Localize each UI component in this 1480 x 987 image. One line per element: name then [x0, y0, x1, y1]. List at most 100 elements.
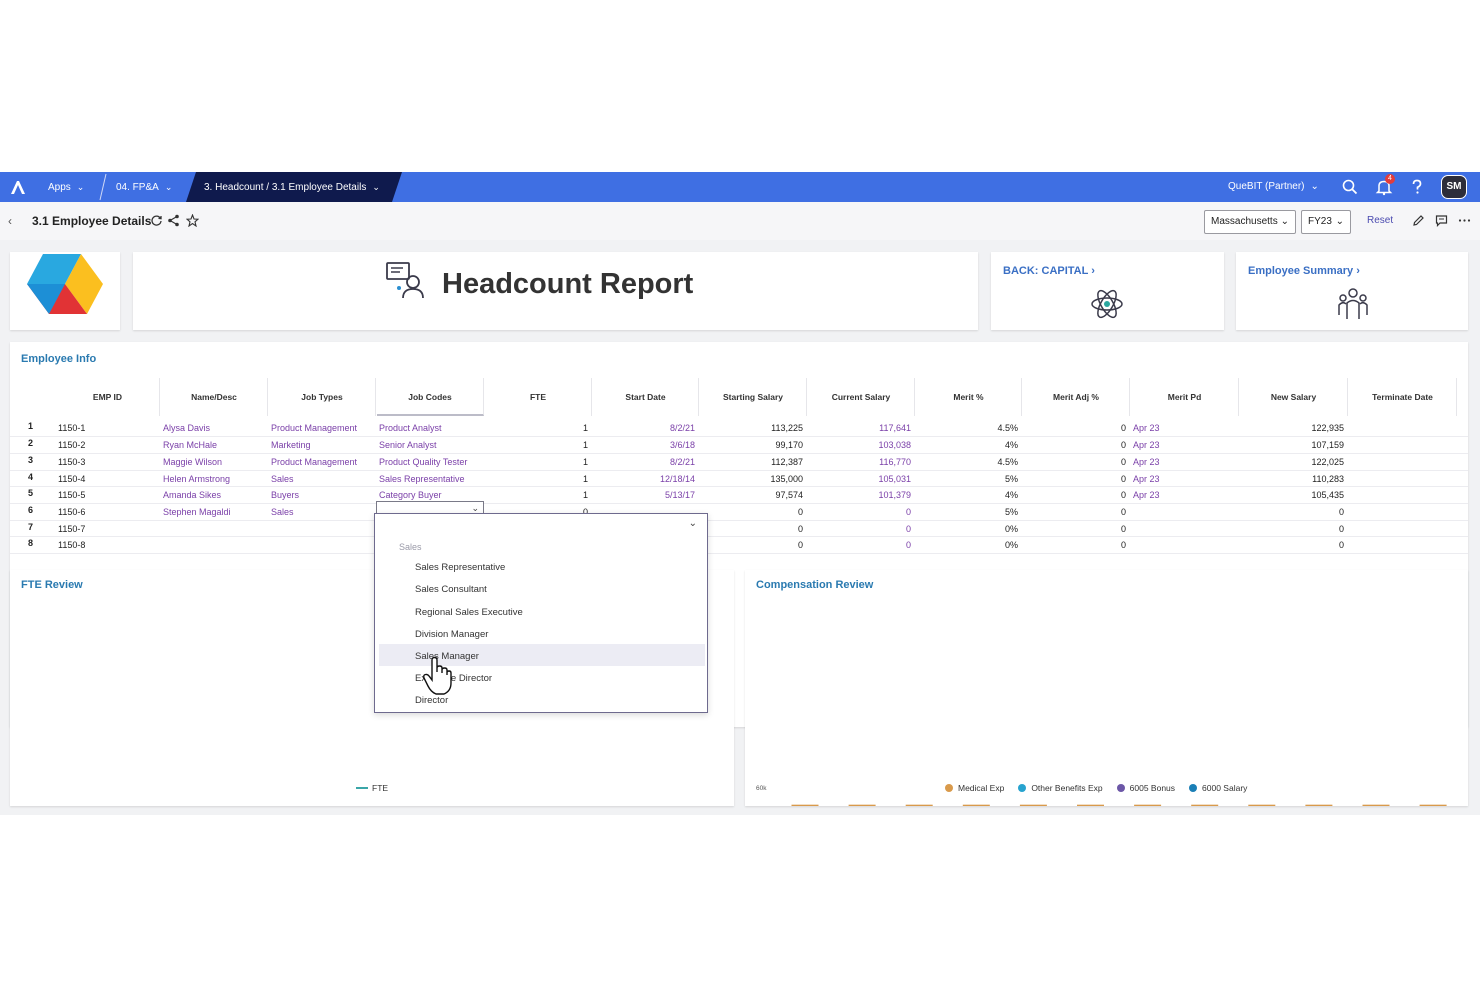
- pencil-icon[interactable]: [1412, 214, 1425, 227]
- table-cell-id[interactable]: 1150-6: [58, 507, 86, 517]
- column-header[interactable]: Start Date: [593, 378, 699, 416]
- table-cell-csal[interactable]: 0: [905, 540, 911, 550]
- more-icon[interactable]: [1458, 214, 1471, 227]
- table-cell-merit[interactable]: 4.5%: [997, 423, 1018, 433]
- legend-item[interactable]: Other Benefits Exp: [1018, 783, 1103, 793]
- dropdown-option[interactable]: Division Manager: [415, 629, 489, 640]
- table-cell-merit[interactable]: 4%: [1004, 490, 1018, 500]
- table-cell-type[interactable]: [271, 522, 372, 536]
- table-cell-type[interactable]: Sales: [271, 507, 294, 517]
- apps-menu[interactable]: Apps ⌄: [48, 172, 84, 202]
- table-cell-type[interactable]: Buyers: [271, 490, 300, 500]
- tenant-menu[interactable]: QueBIT (Partner) ⌄: [1228, 172, 1319, 202]
- comment-icon[interactable]: [1435, 214, 1448, 227]
- comp-bar-segment[interactable]: [1077, 804, 1104, 806]
- column-header[interactable]: Job Codes: [377, 378, 484, 416]
- dropdown-option[interactable]: Executive Director: [415, 673, 493, 684]
- table-cell-type[interactable]: Sales: [271, 474, 294, 484]
- table-cell-id[interactable]: 1150-5: [58, 490, 86, 500]
- table-cell-ssal[interactable]: 0: [797, 507, 803, 517]
- table-cell-merit[interactable]: 5%: [1004, 507, 1018, 517]
- team-icon[interactable]: [1336, 287, 1370, 321]
- share-icon[interactable]: [167, 214, 180, 227]
- user-avatar[interactable]: SM: [1441, 175, 1467, 199]
- table-cell-name[interactable]: Helen Armstrong: [163, 474, 231, 484]
- table-cell-adj[interactable]: 0: [1120, 507, 1126, 517]
- comp-bar-segment[interactable]: [1362, 804, 1390, 806]
- table-cell-start[interactable]: 8/2/21: [669, 457, 695, 467]
- reset-button[interactable]: Reset: [1367, 215, 1394, 226]
- table-cell-code[interactable]: Senior Analyst: [379, 440, 437, 450]
- table-cell-merit[interactable]: 4.5%: [997, 457, 1018, 467]
- table-cell-id[interactable]: 1150-1: [58, 423, 86, 433]
- region-dropdown[interactable]: Massachusetts ⌄: [1204, 210, 1296, 234]
- table-cell-nsal[interactable]: 122,935: [1311, 423, 1344, 433]
- table-cell-name[interactable]: Stephen Magaldi: [163, 507, 231, 517]
- table-cell-nsal[interactable]: 105,435: [1311, 490, 1344, 500]
- bell-icon[interactable]: [1375, 178, 1393, 196]
- column-header[interactable]: EMP ID: [56, 378, 160, 416]
- table-cell-csal[interactable]: 103,038: [878, 440, 911, 450]
- breadcrumb-headcount[interactable]: 3. Headcount / 3.1 Employee Details ⌄: [204, 172, 380, 202]
- table-cell-start[interactable]: 8/2/21: [669, 423, 695, 433]
- dropdown-option[interactable]: Director: [415, 695, 449, 706]
- comp-bar-segment[interactable]: [791, 804, 819, 806]
- table-cell-name[interactable]: [163, 522, 264, 536]
- table-cell-merit[interactable]: 0%: [1004, 540, 1018, 550]
- breadcrumb-fpa[interactable]: 04. FP&A ⌄: [116, 172, 172, 202]
- comp-bar-segment[interactable]: [1305, 804, 1333, 806]
- employee-summary-link[interactable]: Employee Summary ›: [1248, 265, 1360, 277]
- table-cell-csal[interactable]: 0: [905, 524, 911, 534]
- table-cell-name[interactable]: Amanda Sikes: [163, 490, 222, 500]
- table-cell-name[interactable]: [163, 538, 264, 552]
- table-cell-ssal[interactable]: 0: [797, 540, 803, 550]
- table-cell-nsal[interactable]: 122,025: [1311, 457, 1344, 467]
- column-header[interactable]: Job Types: [269, 378, 376, 416]
- comp-bar-segment[interactable]: [962, 804, 990, 806]
- refresh-icon[interactable]: [150, 214, 163, 227]
- table-cell-start[interactable]: 12/18/14: [659, 474, 695, 484]
- dropdown-option[interactable]: Sales Manager: [415, 651, 479, 662]
- table-cell-pd[interactable]: Apr 23: [1133, 490, 1160, 500]
- table-cell-csal[interactable]: 105,031: [878, 474, 911, 484]
- column-header[interactable]: Starting Salary: [700, 378, 807, 416]
- table-cell-fte[interactable]: 1: [582, 457, 588, 467]
- column-header[interactable]: Merit Pd: [1131, 378, 1239, 416]
- comp-bar-segment[interactable]: [1248, 804, 1276, 806]
- table-cell-ssal[interactable]: 112,387: [771, 457, 803, 467]
- legend-item[interactable]: Medical Exp: [945, 783, 1004, 793]
- table-cell-nsal[interactable]: 0: [1338, 540, 1344, 550]
- table-cell-pd[interactable]: Apr 23: [1133, 474, 1160, 484]
- comp-bar-segment[interactable]: [1419, 804, 1447, 806]
- table-cell-csal[interactable]: 0: [905, 507, 911, 517]
- table-cell-code[interactable]: Sales Representative: [379, 474, 465, 484]
- table-cell-pd[interactable]: Apr 23: [1133, 440, 1160, 450]
- column-header[interactable]: New Salary: [1240, 378, 1348, 416]
- column-header[interactable]: FTE: [485, 378, 592, 416]
- help-icon[interactable]: [1408, 178, 1426, 196]
- table-cell-type[interactable]: Marketing: [271, 440, 311, 450]
- table-cell-type[interactable]: [271, 538, 372, 552]
- employee-summary-card[interactable]: [1236, 252, 1468, 330]
- table-cell-pd[interactable]: [1133, 522, 1235, 536]
- table-cell-type[interactable]: Product Management: [271, 423, 358, 433]
- table-cell-start[interactable]: 3/6/18: [669, 440, 695, 450]
- table-cell-id[interactable]: 1150-2: [58, 440, 86, 450]
- table-cell-pd[interactable]: [1133, 538, 1235, 552]
- column-header[interactable]: Merit Adj %: [1023, 378, 1130, 416]
- table-cell-ssal[interactable]: 135,000: [770, 474, 803, 484]
- column-header[interactable]: Name/Desc: [161, 378, 268, 416]
- column-header[interactable]: Terminate Date: [1349, 378, 1457, 416]
- dropdown-option[interactable]: Sales Representative: [415, 562, 506, 573]
- table-cell-merit[interactable]: 4%: [1004, 440, 1018, 450]
- comp-bar-segment[interactable]: [905, 804, 933, 806]
- year-dropdown[interactable]: FY23 ⌄: [1301, 210, 1351, 234]
- star-icon[interactable]: [186, 214, 199, 227]
- table-cell-id[interactable]: 1150-4: [58, 474, 86, 484]
- chevron-down-icon[interactable]: ⌄: [688, 518, 697, 529]
- table-cell-nsal[interactable]: 107,159: [1311, 440, 1344, 450]
- table-cell-pd[interactable]: Apr 23: [1133, 423, 1160, 433]
- table-cell-adj[interactable]: 0: [1120, 524, 1126, 534]
- table-cell-nsal[interactable]: 110,283: [1312, 474, 1344, 484]
- comp-bar-segment[interactable]: [1019, 804, 1047, 806]
